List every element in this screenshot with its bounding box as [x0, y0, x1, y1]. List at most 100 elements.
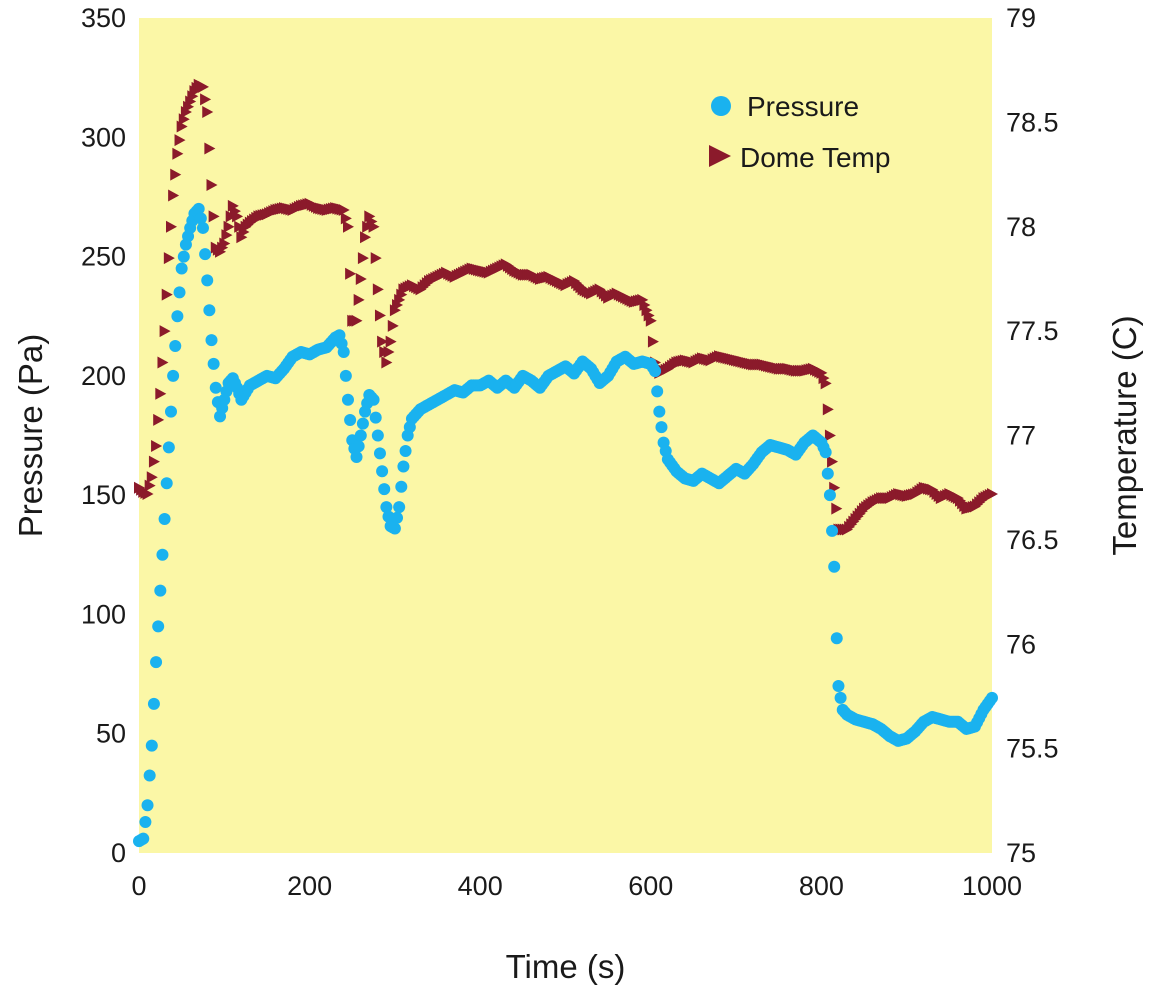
- pressure-point: [173, 286, 186, 299]
- pressure-point: [356, 417, 369, 430]
- dome-temp-point: [351, 314, 363, 327]
- left-axis-ticks: 0 50 100 150 200 250 300 350: [81, 3, 126, 868]
- dome-temp-point: [165, 220, 177, 233]
- left-y-axis-title: Pressure (Pa): [12, 334, 49, 538]
- pressure-point: [826, 524, 839, 537]
- pressure-point: [167, 369, 180, 382]
- dome-temp-point: [232, 210, 244, 223]
- pressure-point: [207, 357, 220, 370]
- left-y-tick-label: 250: [81, 242, 126, 272]
- dome-temp-point: [824, 429, 836, 442]
- dome-temp-point: [146, 471, 158, 484]
- pressure-point: [164, 405, 177, 418]
- pressure-point: [156, 548, 169, 561]
- dome-temp-point: [172, 147, 184, 160]
- dome-temp-point: [831, 502, 843, 515]
- pressure-point: [139, 815, 152, 828]
- dome-temp-point: [197, 80, 209, 93]
- right-y-tick-label: 78: [1006, 212, 1036, 242]
- dome-temp-point: [206, 179, 218, 191]
- left-y-tick-label: 0: [111, 838, 126, 868]
- right-y-tick-label: 77.5: [1006, 316, 1059, 346]
- dome-temp-point: [204, 142, 216, 155]
- pressure-point: [203, 304, 216, 317]
- right-y-tick-label: 78.5: [1006, 107, 1059, 137]
- dome-temp-point: [372, 283, 384, 296]
- left-y-tick-label: 200: [81, 361, 126, 391]
- dome-temp-point: [153, 413, 165, 426]
- pressure-point: [834, 691, 847, 704]
- x-tick-label: 0: [131, 871, 146, 901]
- right-y-tick-label: 76: [1006, 629, 1036, 659]
- pressure-point: [209, 381, 222, 394]
- pressure-point: [399, 445, 412, 458]
- dome-temp-point: [987, 487, 998, 500]
- dome-temp-point: [148, 455, 160, 468]
- dome-temp-point: [647, 335, 659, 348]
- pressure-point: [393, 501, 406, 514]
- pressure-point: [344, 413, 357, 426]
- dome-temp-point: [381, 356, 393, 369]
- legend-pressure-marker: [711, 96, 731, 116]
- x-tick-label: 600: [628, 871, 673, 901]
- pressure-point: [352, 440, 365, 453]
- dome-temp-point: [155, 387, 167, 400]
- pressure-point: [158, 513, 171, 525]
- pressure-point: [821, 467, 834, 480]
- left-y-tick-label: 350: [81, 3, 126, 33]
- dome-temp-point: [151, 439, 163, 452]
- pressure-point: [830, 632, 843, 645]
- dome-temp-point: [370, 252, 382, 265]
- x-tick-label: 800: [799, 871, 844, 901]
- pressure-point: [337, 346, 350, 358]
- pressure-point: [653, 405, 666, 418]
- pressure-point: [196, 221, 209, 234]
- pressure-point: [391, 511, 404, 524]
- dome-temp-point: [168, 189, 180, 202]
- dome-temp-point: [645, 314, 657, 327]
- dome-temp-point: [157, 356, 169, 369]
- pressure-point: [367, 393, 380, 406]
- pressure-point: [205, 334, 218, 347]
- pressure-point: [828, 560, 841, 573]
- pressure-series: [133, 202, 998, 848]
- pressure-point: [137, 832, 150, 845]
- pressure-point: [819, 446, 832, 459]
- pressure-point: [655, 421, 668, 434]
- pressure-point: [177, 250, 190, 263]
- dome-temp-point: [345, 267, 357, 280]
- pressure-point: [823, 489, 836, 502]
- dome-temp-point: [377, 335, 389, 348]
- x-axis-ticks: 0 200 400 600 800 1000: [131, 871, 1022, 901]
- dome-temp-point: [163, 252, 175, 265]
- legend-dome-temp-marker: [709, 145, 731, 167]
- dome-temp-point: [374, 309, 386, 322]
- pressure-point: [395, 480, 408, 493]
- dome-temp-point: [822, 403, 834, 416]
- right-y-tick-label: 76.5: [1006, 525, 1059, 555]
- pressure-point: [199, 248, 212, 261]
- pressure-point: [194, 212, 207, 225]
- pressure-point: [192, 202, 205, 215]
- pressure-point: [832, 680, 845, 692]
- pressure-point: [160, 477, 173, 490]
- pressure-point: [145, 739, 158, 752]
- left-y-tick-label: 50: [96, 719, 126, 749]
- dome-temp-point: [357, 252, 369, 265]
- x-tick-label: 200: [287, 871, 332, 901]
- dome-temp-point: [342, 220, 354, 233]
- pressure-point: [371, 429, 384, 442]
- dome-temp-point: [223, 220, 235, 233]
- dome-temp-point: [170, 168, 182, 181]
- pressure-point: [380, 501, 393, 514]
- dome-temp-point: [820, 377, 832, 390]
- pressure-point: [350, 450, 363, 463]
- pressure-point: [143, 769, 156, 782]
- dome-temp-point: [360, 231, 372, 244]
- right-y-tick-label: 75.5: [1006, 734, 1059, 764]
- pressure-point: [175, 262, 188, 275]
- dome-temp-point: [202, 105, 214, 118]
- dome-temp-point: [827, 455, 839, 468]
- dome-temp-point: [353, 293, 365, 306]
